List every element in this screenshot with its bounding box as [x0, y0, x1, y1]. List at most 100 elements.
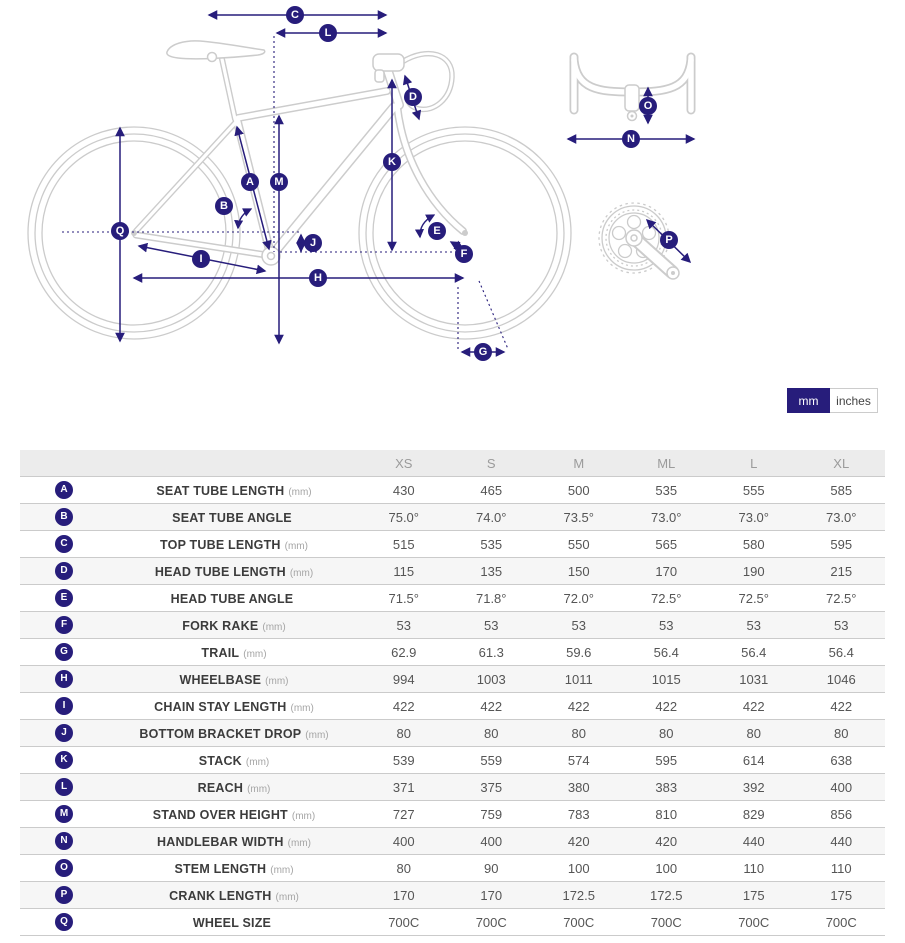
cell-value: 80: [360, 719, 448, 747]
row-unit: (mm): [287, 837, 311, 849]
row-unit: (mm): [275, 891, 299, 903]
svg-text:P: P: [665, 234, 672, 246]
rear-hub: [131, 230, 137, 236]
row-letter-cell: I: [20, 692, 108, 720]
table-row: H WHEELBASE (mm) 994 1003 1011 1015 1031 1046: [20, 665, 885, 693]
cell-value: 53: [710, 611, 798, 639]
svg-text:H: H: [314, 272, 322, 284]
row-letter-badge: A: [55, 481, 73, 499]
unit-inches-button[interactable]: inches: [830, 388, 878, 413]
dimension-badge-p: P: [660, 231, 678, 249]
bike-frame: [132, 50, 467, 261]
row-letter-cell: A: [20, 476, 108, 504]
row-letter-badge: E: [55, 589, 73, 607]
table-row: M STAND OVER HEIGHT (mm) 727 759 783 810 829 856: [20, 800, 885, 828]
handlebar-front-view: [569, 52, 696, 122]
unit-mm-button[interactable]: mm: [787, 388, 830, 413]
row-label: WHEELBASE: [179, 672, 262, 687]
row-letter-cell: G: [20, 638, 108, 666]
row-unit: (mm): [247, 783, 271, 795]
size-column-xs: XS: [360, 450, 448, 477]
svg-text:A: A: [246, 176, 254, 188]
svg-text:C: C: [291, 9, 299, 21]
row-letter-badge: O: [55, 859, 73, 877]
table-row: N HANDLEBAR WIDTH (mm) 400 400 420 420 440 440: [20, 827, 885, 855]
dimension-badge-c: C: [286, 6, 304, 24]
row-letter-badge: P: [55, 886, 73, 904]
row-letter-cell: D: [20, 557, 108, 585]
cell-value: 172.5: [535, 881, 623, 909]
cell-value: 74.0°: [447, 503, 535, 531]
row-letter-cell: K: [20, 746, 108, 774]
cell-value: 400: [360, 827, 448, 855]
cell-value: 422: [797, 692, 885, 720]
cell-value: 1015: [622, 665, 710, 693]
cell-value: 73.0°: [797, 503, 885, 531]
row-letter-cell: N: [20, 827, 108, 855]
dimension-badge-a: A: [241, 173, 259, 191]
cell-value: 422: [535, 692, 623, 720]
cell-value: 56.4: [710, 638, 798, 666]
svg-text:B: B: [220, 200, 228, 212]
cell-value: 555: [710, 476, 798, 504]
cell-value: 115: [360, 557, 448, 585]
cell-value: 53: [535, 611, 623, 639]
dimension-badge-j: J: [304, 234, 322, 252]
row-letter-cell: E: [20, 584, 108, 612]
bike-geometry-diagram: A B C D E F G H I J K L M N O P Q: [0, 0, 905, 378]
row-label-cell: HANDLEBAR WIDTH (mm): [108, 827, 360, 855]
row-letter-cell: Q: [20, 908, 108, 936]
cell-value: 80: [447, 719, 535, 747]
cell-value: 110: [710, 854, 798, 882]
cell-value: 783: [535, 800, 623, 828]
row-letter-badge: D: [55, 562, 73, 580]
dimension-badge-d: D: [404, 88, 422, 106]
dimension-badge-f: F: [455, 245, 473, 263]
cell-value: 190: [710, 557, 798, 585]
row-unit: (mm): [243, 648, 267, 660]
row-letter-badge: F: [55, 616, 73, 634]
cell-value: 440: [797, 827, 885, 855]
row-label: STAND OVER HEIGHT: [152, 807, 288, 822]
cell-value: 422: [447, 692, 535, 720]
row-label: STACK: [198, 753, 242, 768]
row-unit: (mm): [262, 621, 286, 633]
cell-value: 535: [622, 476, 710, 504]
row-label-cell: SEAT TUBE LENGTH (mm): [108, 476, 360, 504]
row-letter-badge: G: [55, 643, 73, 661]
cell-value: 175: [710, 881, 798, 909]
table-row: A SEAT TUBE LENGTH (mm) 430 465 500 535 555 585: [20, 476, 885, 504]
row-letter-badge: Q: [55, 913, 73, 931]
row-label-cell: REACH (mm): [108, 773, 360, 801]
table-row: E HEAD TUBE ANGLE 71.5° 71.8° 72.0° 72.5° 72.5…: [20, 584, 885, 612]
cell-value: 595: [622, 746, 710, 774]
dimension-badge-m: M: [270, 173, 288, 191]
cell-value: 53: [797, 611, 885, 639]
dimension-badge-b: B: [215, 197, 233, 215]
cell-value: 400: [797, 773, 885, 801]
table-row: G TRAIL (mm) 62.9 61.3 59.6 56.4 56.4 56.4: [20, 638, 885, 666]
cell-value: 110: [797, 854, 885, 882]
cell-value: 72.5°: [710, 584, 798, 612]
row-letter-cell: H: [20, 665, 108, 693]
cell-value: 1003: [447, 665, 535, 693]
cell-value: 170: [447, 881, 535, 909]
cell-value: 422: [710, 692, 798, 720]
cell-value: 1031: [710, 665, 798, 693]
cell-value: 440: [710, 827, 798, 855]
dimension-badge-i: I: [192, 250, 210, 268]
row-unit: (mm): [290, 702, 314, 714]
cell-value: 535: [447, 530, 535, 558]
cell-value: 580: [710, 530, 798, 558]
header-empty-label-cell: [108, 450, 360, 477]
unit-toggle: mm inches: [787, 388, 878, 413]
cell-value: 53: [447, 611, 535, 639]
row-letter-cell: P: [20, 881, 108, 909]
cell-value: 73.0°: [710, 503, 798, 531]
table-row: D HEAD TUBE LENGTH (mm) 115 135 150 170 190 215: [20, 557, 885, 585]
cell-value: 565: [622, 530, 710, 558]
cell-value: 383: [622, 773, 710, 801]
row-label-cell: BOTTOM BRACKET DROP (mm): [108, 719, 360, 747]
row-unit: (mm): [245, 756, 270, 768]
table-header-row: XS S M ML L XL: [20, 450, 885, 477]
